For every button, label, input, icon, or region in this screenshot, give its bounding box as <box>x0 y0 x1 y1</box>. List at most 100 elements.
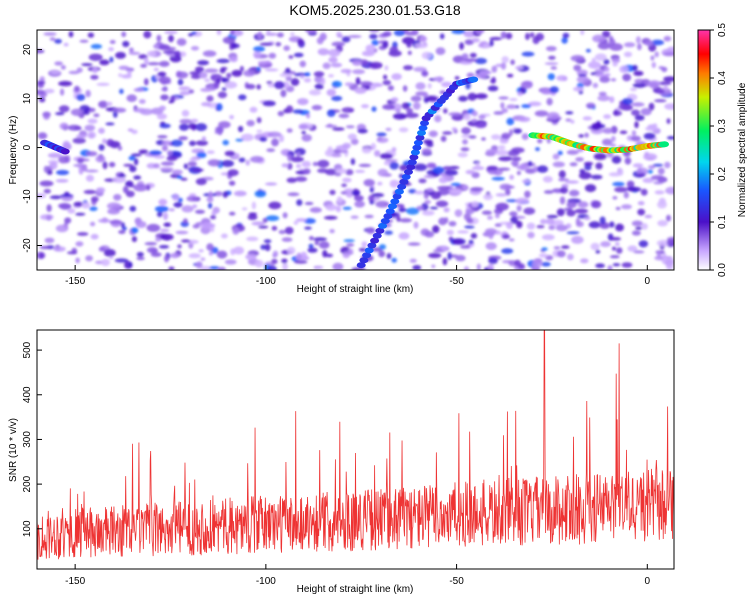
spectrogram-cell <box>376 137 389 144</box>
spectrogram-cell <box>521 133 529 141</box>
spectrogram-cell <box>491 76 497 84</box>
spectrogram-cell <box>487 169 499 175</box>
spectrogram-cell <box>108 47 114 52</box>
spectrogram-cell <box>208 251 213 256</box>
spectrogram-cell <box>375 200 390 208</box>
spectrogram-cell <box>421 148 432 155</box>
spectrogram-cell <box>602 30 611 38</box>
spectrogram-cell <box>486 149 499 154</box>
spectrogram-cell <box>506 73 514 78</box>
spectrogram-cell <box>84 124 96 132</box>
spectrogram-cell <box>663 35 672 42</box>
spectrogram-cell <box>309 207 322 213</box>
spectrogram-cell <box>580 258 589 264</box>
spectrogram-cell <box>133 158 139 166</box>
spectrogram-cell <box>544 62 559 66</box>
spectrogram-cell <box>155 237 162 242</box>
bottom-x-tick-label: -150 <box>65 576 85 587</box>
spectrogram-cell <box>546 112 560 120</box>
spectrogram-cell <box>491 65 498 73</box>
spectrogram-cell <box>58 80 73 87</box>
spectrogram-cell <box>344 82 354 87</box>
spectrogram-cell <box>221 77 227 83</box>
spectrogram-cell <box>462 185 469 190</box>
spectrogram-cell <box>254 190 267 198</box>
spectrogram-cell <box>358 247 367 252</box>
spectrogram-cell <box>238 125 244 133</box>
spectrogram-cell <box>50 70 61 75</box>
spectrogram-cell <box>402 36 415 45</box>
spectrogram-cell <box>201 265 211 270</box>
spectrogram-cell <box>176 175 183 179</box>
spectrogram-cell <box>172 193 179 201</box>
spectrogram-cell <box>634 121 639 129</box>
spectrogram-cell <box>301 134 312 142</box>
spectrogram-cell <box>414 190 425 195</box>
spectrogram-cell <box>127 70 132 76</box>
spectrogram-cell <box>136 256 145 261</box>
diagonal-ridge-cell <box>372 232 382 239</box>
spectrogram-cell <box>546 214 559 219</box>
spectrogram-cell <box>632 163 644 168</box>
spectrogram-cell <box>576 221 584 228</box>
diagonal-ridge-cell <box>410 149 420 156</box>
spectrogram-cell <box>638 240 649 248</box>
spectrogram-cell <box>157 71 167 77</box>
spectrogram-cell <box>59 122 69 130</box>
spectrogram-cell <box>438 176 448 184</box>
spectrogram-cell <box>637 43 642 51</box>
spectrogram-cell <box>293 72 308 77</box>
spectrogram-cell <box>358 163 372 168</box>
colorbar-label: Normalized spectral amplitude <box>737 82 748 217</box>
spectrogram-cell <box>204 78 211 83</box>
spectrogram-cell <box>663 51 674 57</box>
spectrogram-cell <box>602 127 614 134</box>
spectrogram-cell <box>361 147 372 154</box>
spectrogram-cell <box>489 37 503 41</box>
spectrogram-cell <box>115 51 126 59</box>
spectrogram-cell <box>331 41 346 47</box>
left-feature-cell <box>60 148 70 155</box>
spectrogram-cell <box>58 155 69 164</box>
spectrogram-cell <box>194 66 205 73</box>
spectrogram-cell <box>553 246 561 250</box>
spectrogram-cell <box>488 257 498 265</box>
spectrogram-cell <box>163 212 168 221</box>
spectrogram-cell <box>241 207 248 211</box>
top-x-tick-label: -150 <box>65 276 85 287</box>
spectrogram-cell <box>265 215 280 222</box>
spectrogram-cell <box>392 113 407 120</box>
spectrogram-cell <box>612 61 618 67</box>
spectrogram-cell <box>246 236 259 242</box>
spectrogram-cell <box>297 38 304 45</box>
spectrogram-cell <box>85 89 91 98</box>
spectrogram-cell <box>365 44 376 53</box>
spectrogram-cell <box>521 104 532 109</box>
spectrogram-cell <box>474 57 487 65</box>
spectrogram-cell <box>55 224 69 233</box>
spectrogram-cell <box>459 42 464 50</box>
spectrogram-cell <box>578 171 592 180</box>
spectrogram-cell <box>264 243 271 252</box>
spectrogram-cell <box>516 220 523 229</box>
spectrogram-cell <box>355 77 361 85</box>
spectrogram-cell <box>85 151 98 157</box>
spectrogram-cell <box>651 61 656 69</box>
spectrogram-cell <box>631 220 643 227</box>
spectrogram-cell <box>603 59 610 65</box>
spectrogram-cell <box>363 179 375 187</box>
spectrogram-cell <box>434 114 442 123</box>
spectrogram-cell <box>499 183 512 191</box>
diagonal-ridge-cell <box>415 134 425 141</box>
spectrogram-cell <box>610 78 617 82</box>
spectrogram-cell <box>118 230 126 234</box>
spectrogram-cell <box>109 256 114 260</box>
spectrogram-cell <box>230 30 235 35</box>
spectrogram-cell <box>55 112 65 116</box>
main-ridge-cell <box>660 141 669 148</box>
spectrogram-cell <box>382 80 392 86</box>
spectrogram-cell <box>449 189 463 194</box>
spectrogram-cell <box>282 262 288 270</box>
spectrogram-cell <box>245 253 257 261</box>
spectrogram-cell <box>471 118 478 123</box>
